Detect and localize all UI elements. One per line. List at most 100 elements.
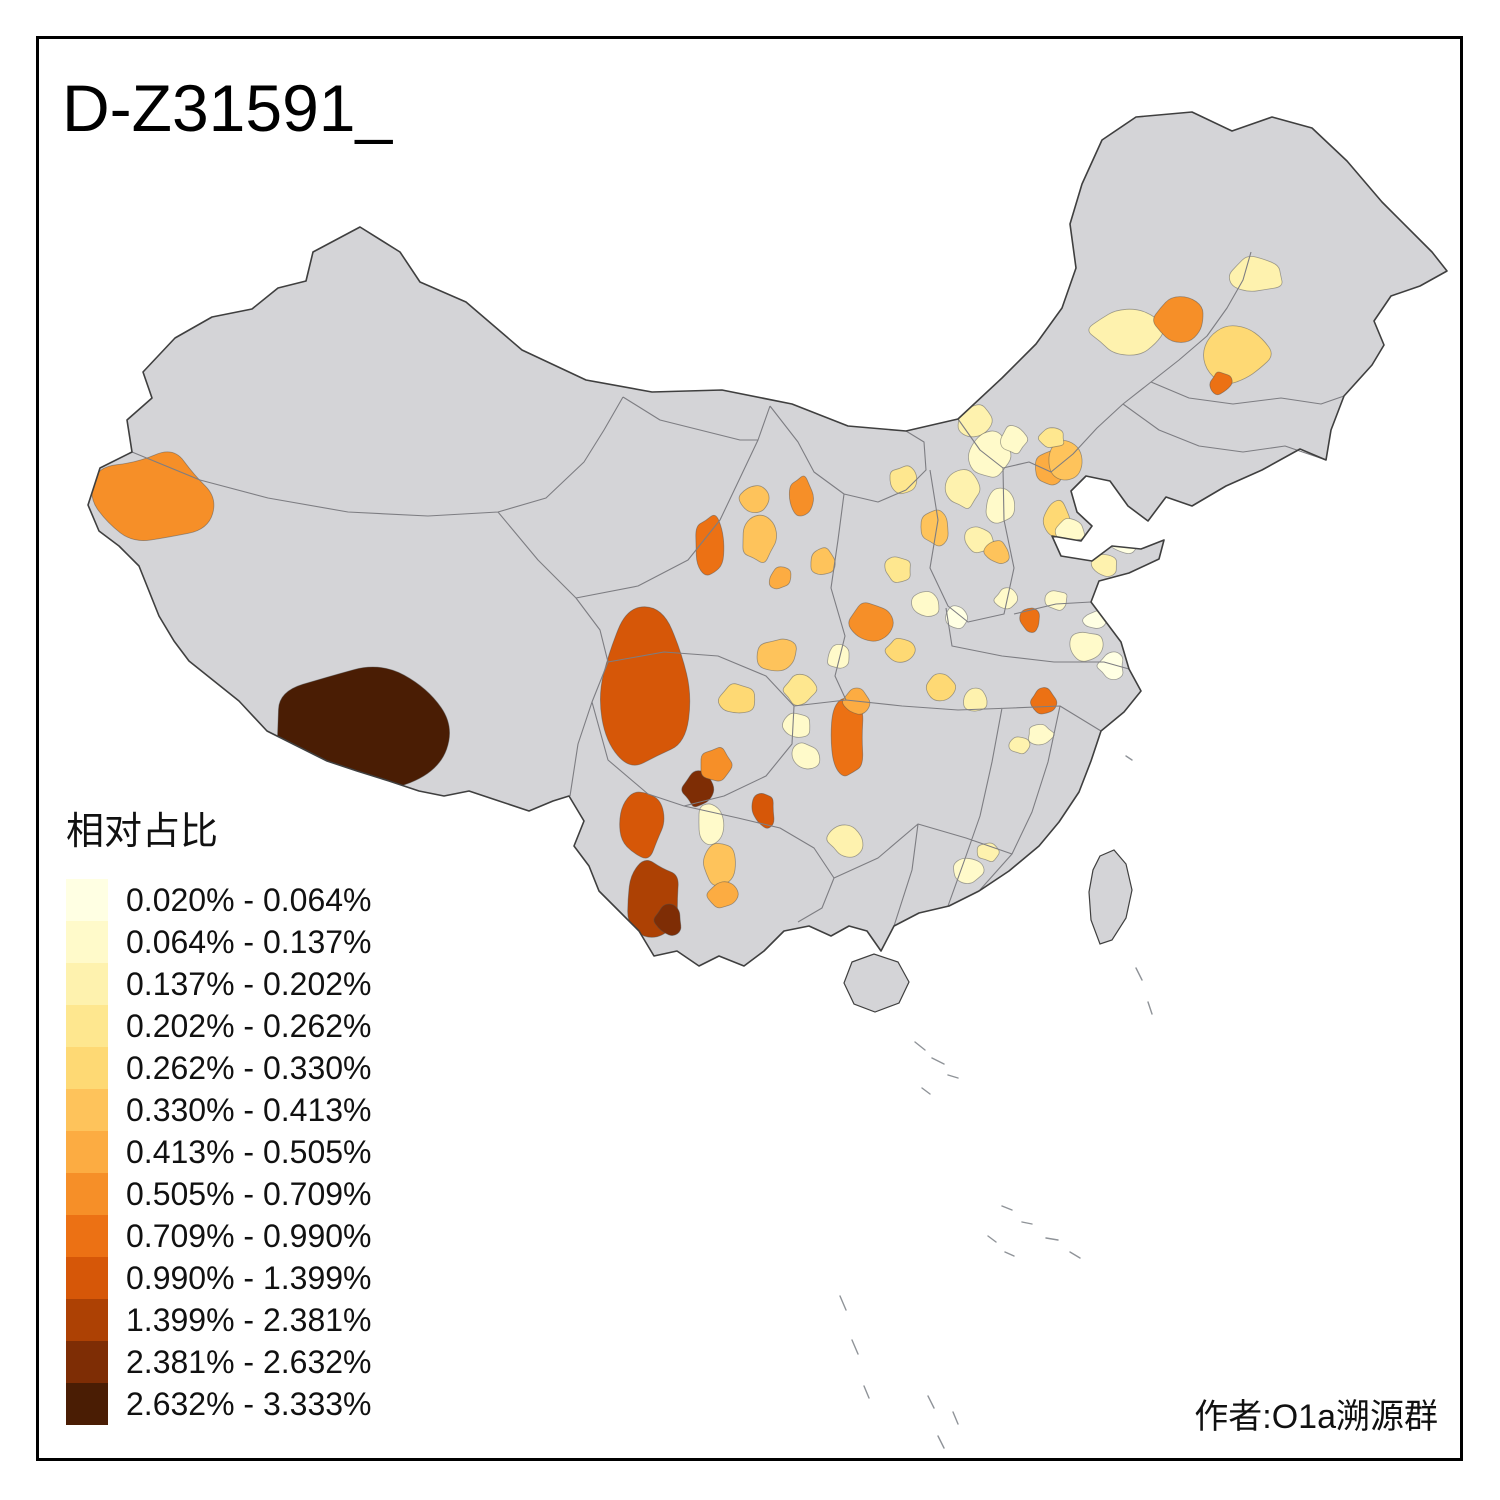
map-region-r40 <box>884 556 911 583</box>
map-region-r48 <box>1096 651 1124 681</box>
legend-range-label: 0.064% - 0.137% <box>126 923 372 960</box>
legend-swatch <box>66 1131 108 1173</box>
map-region-r61 <box>1228 256 1283 292</box>
map-region-r06 <box>653 903 682 936</box>
legend-row: 2.632% - 3.333% <box>66 1383 372 1425</box>
legend-row: 0.262% - 0.330% <box>66 1047 372 1089</box>
legend-swatch <box>66 963 108 1005</box>
taiwan-island <box>1088 849 1133 945</box>
legend-row: 0.505% - 0.709% <box>66 1173 372 1215</box>
map-region-r32 <box>944 469 981 509</box>
legend-swatch <box>66 1005 108 1047</box>
map-region-r20 <box>884 637 916 663</box>
map-region-r38 <box>920 509 949 547</box>
map-region-r04 <box>619 791 665 859</box>
map-region-r44 <box>963 687 988 712</box>
legend-swatch <box>66 879 108 921</box>
legend-range-label: 0.202% - 0.262% <box>126 1007 372 1044</box>
map-region-r55 <box>826 824 864 858</box>
map-region-r21 <box>827 643 850 669</box>
legend-swatch <box>66 1383 108 1425</box>
map-region-r13 <box>782 673 818 706</box>
map-region-r27 <box>768 566 792 590</box>
legend-range-label: 1.399% - 2.381% <box>126 1301 372 1338</box>
legend-swatch <box>66 1215 108 1257</box>
legend-row: 0.137% - 0.202% <box>66 963 372 1005</box>
map-region-r56 <box>953 857 985 884</box>
legend-swatch <box>66 1047 108 1089</box>
map-region-r59 <box>1153 296 1204 343</box>
legend-title: 相对占比 <box>66 811 219 853</box>
country-outline <box>87 111 1448 967</box>
legend: 相对占比 0.020% - 0.064% 0.064% - 0.137% 0.137… <box>66 800 372 1425</box>
legend-range-label: 0.990% - 1.399% <box>126 1259 372 1296</box>
legend-row: 1.399% - 2.381% <box>66 1299 372 1341</box>
map-region-r47 <box>1069 631 1104 662</box>
legend-row: 0.413% - 0.505% <box>66 1131 372 1173</box>
map-region-r39 <box>889 465 918 495</box>
legend-range-label: 0.137% - 0.202% <box>126 965 372 1002</box>
map-region-r60 <box>1203 325 1272 385</box>
map-region-r43 <box>925 673 957 702</box>
province-borders <box>131 251 1345 927</box>
map-region-r12 <box>756 638 797 672</box>
map-region-r53 <box>1028 723 1055 746</box>
figure-title: D-Z31591_ <box>62 71 393 145</box>
south-china-sea-islands <box>839 755 1153 1449</box>
map-region-r25 <box>788 475 814 517</box>
map-region-r24 <box>738 485 770 514</box>
map-region-r62 <box>1209 371 1233 396</box>
map-region-r41 <box>911 591 940 617</box>
legend-row: 0.330% - 0.413% <box>66 1089 372 1131</box>
legend-swatch <box>66 921 108 963</box>
map-region-r17 <box>751 793 775 829</box>
map-region-r45 <box>1019 607 1040 633</box>
map-region-r10 <box>700 747 733 782</box>
legend-row: 0.709% - 0.990% <box>66 1215 372 1257</box>
legend-range-label: 2.632% - 3.333% <box>126 1385 372 1422</box>
legend-row: 2.381% - 2.632% <box>66 1341 372 1383</box>
map-region-r28 <box>894 373 954 419</box>
map-region-r26 <box>810 547 836 575</box>
legend-swatch <box>66 1341 108 1383</box>
map-region-r64 <box>1037 427 1065 448</box>
legend-range-label: 2.381% - 2.632% <box>126 1343 372 1380</box>
legend-range-label: 0.020% - 0.064% <box>126 881 372 918</box>
map-region-r22 <box>695 514 725 576</box>
legend-swatch <box>66 1257 108 1299</box>
map-region-r54 <box>1008 736 1031 755</box>
map-region-r51 <box>1090 554 1117 577</box>
legend-entries: 0.020% - 0.064% 0.064% - 0.137% 0.137% - 0… <box>66 879 372 1425</box>
legend-row: 0.202% - 0.262% <box>66 1005 372 1047</box>
legend-row: 0.020% - 0.064% <box>66 879 372 921</box>
map-region-r19 <box>848 602 894 642</box>
legend-range-label: 0.262% - 0.330% <box>126 1049 372 1086</box>
legend-swatch <box>66 1299 108 1341</box>
legend-swatch <box>66 1089 108 1131</box>
map-region-r11 <box>717 683 756 714</box>
legend-swatch <box>66 1173 108 1215</box>
legend-range-label: 0.505% - 0.709% <box>126 1175 372 1212</box>
legend-range-label: 0.330% - 0.413% <box>126 1091 372 1128</box>
attribution-text: 作者:O1a溯源群 <box>1194 1398 1438 1436</box>
legend-range-label: 0.413% - 0.505% <box>126 1133 372 1170</box>
map-region-r58 <box>1088 308 1164 356</box>
map-region-r42 <box>945 605 968 629</box>
map-region-r37 <box>983 540 1010 564</box>
map-region-r09 <box>706 881 739 909</box>
legend-range-label: 0.709% - 0.990% <box>126 1217 372 1254</box>
map-region-r18 <box>791 742 821 770</box>
map-region-r29 <box>957 404 993 438</box>
map-region-r23 <box>742 514 777 564</box>
legend-row: 0.064% - 0.137% <box>66 921 372 963</box>
map-region-r07 <box>698 803 725 846</box>
map-region-r31 <box>1000 425 1029 455</box>
map-region-r46 <box>993 587 1018 610</box>
map-region-r14 <box>782 712 811 738</box>
map-region-r00 <box>91 451 215 541</box>
legend-row: 0.990% - 1.399% <box>66 1257 372 1299</box>
hainan-island <box>843 953 910 1013</box>
map-region-r02 <box>600 606 691 766</box>
map-region-r08 <box>703 842 736 887</box>
